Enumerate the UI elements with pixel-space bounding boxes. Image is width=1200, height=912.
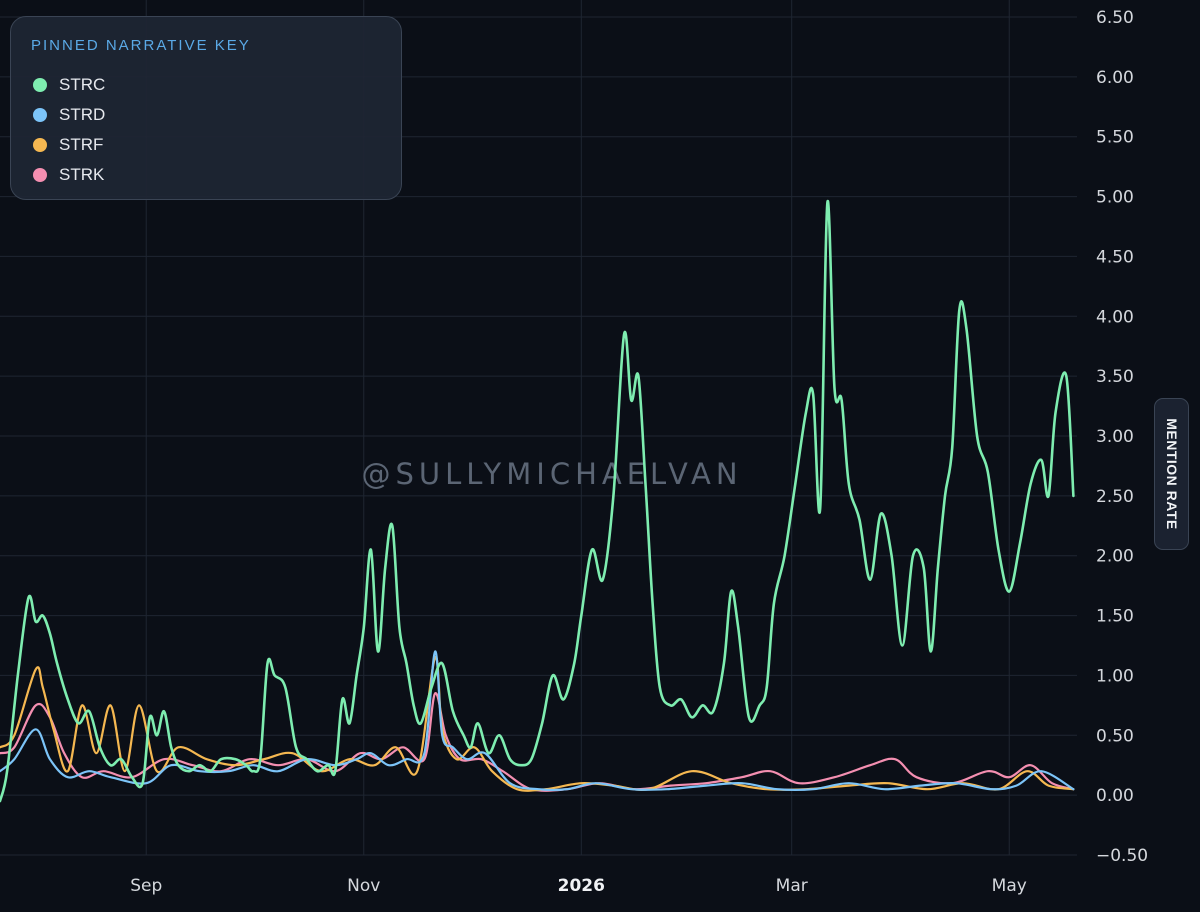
- series-line-strd[interactable]: [0, 650, 1075, 792]
- x-tick-label: Nov: [347, 876, 380, 896]
- y-tick-label: 0.50: [1096, 726, 1134, 746]
- legend-label: STRC: [59, 75, 106, 94]
- legend-item-strc[interactable]: STRC: [31, 70, 381, 100]
- y-axis-title-badge: MENTION RATE: [1154, 398, 1189, 550]
- legend-label: STRD: [59, 105, 106, 124]
- strc-swatch-dot: [33, 78, 47, 92]
- series-layer: [0, 199, 1075, 803]
- y-tick-label: 3.00: [1096, 427, 1134, 447]
- strf-swatch-dot: [33, 138, 47, 152]
- y-axis: 6.50 6.00 5.50 5.00 4.50 4.00 3.50 3.00 2.50 2.00…: [1096, 8, 1148, 866]
- y-axis-title: MENTION RATE: [1163, 418, 1180, 530]
- y-tick-label: 5.50: [1096, 128, 1134, 148]
- legend-label: STRK: [59, 165, 105, 184]
- strd-swatch-dot: [33, 108, 47, 122]
- x-axis: Sep Nov 2026 Mar May: [130, 876, 1027, 896]
- y-tick-label: 6.00: [1096, 68, 1134, 88]
- y-tick-label: 0.00: [1096, 786, 1134, 806]
- legend-label: STRF: [59, 135, 104, 154]
- y-tick-label: 1.50: [1096, 607, 1134, 627]
- watermark-text: @SULLYMICHAELVAN: [361, 457, 742, 491]
- y-tick-label: −0.50: [1096, 846, 1148, 866]
- x-tick-label: 2026: [558, 876, 605, 896]
- legend-item-strd[interactable]: STRD: [31, 100, 381, 130]
- x-tick-label: Mar: [776, 876, 808, 896]
- x-tick-label: May: [992, 876, 1027, 896]
- legend-item-strf[interactable]: STRF: [31, 130, 381, 160]
- y-tick-label: 1.00: [1096, 666, 1134, 686]
- y-tick-label: 6.50: [1096, 8, 1134, 28]
- series-line-strc[interactable]: [0, 199, 1075, 803]
- y-tick-label: 2.00: [1096, 547, 1134, 567]
- y-tick-label: 5.00: [1096, 188, 1134, 208]
- y-tick-label: 2.50: [1096, 487, 1134, 507]
- legend-title: PINNED NARRATIVE KEY: [31, 37, 251, 54]
- y-tick-label: 4.50: [1096, 247, 1134, 267]
- legend-panel: PINNED NARRATIVE KEY STRC STRD STRF STRK: [10, 16, 402, 200]
- legend-item-strk[interactable]: STRK: [31, 160, 381, 190]
- series-line-strf[interactable]: [0, 656, 1075, 792]
- x-tick-label: Sep: [130, 876, 162, 896]
- y-tick-label: 4.00: [1096, 307, 1134, 327]
- strk-swatch-dot: [33, 168, 47, 182]
- y-tick-label: 3.50: [1096, 367, 1134, 387]
